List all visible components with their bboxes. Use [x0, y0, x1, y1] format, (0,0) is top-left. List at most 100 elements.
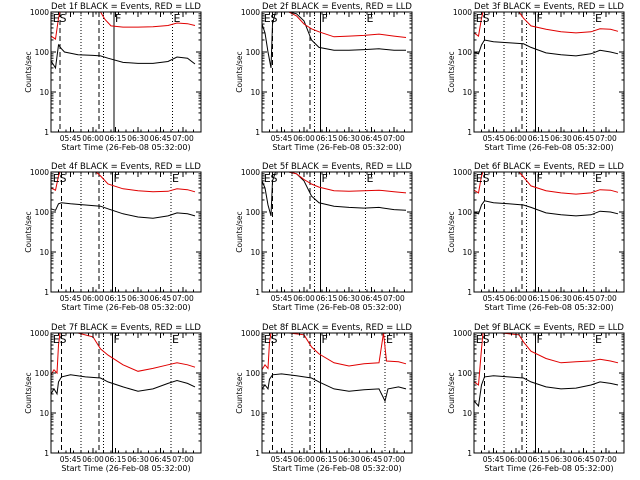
- x-tick-label: 06:00: [82, 294, 104, 303]
- x-axis-label: Start Time (26-Feb-08 05:32:00): [484, 143, 613, 152]
- y-tick-label: 1: [44, 288, 49, 297]
- x-tick-label: 06:30: [127, 134, 149, 143]
- y-axis-label: Counts/sec: [235, 372, 244, 413]
- y-tick-label: 10: [39, 409, 49, 418]
- y-tick-label: 10: [462, 409, 472, 418]
- x-tick-label: 06:15: [316, 455, 338, 464]
- y-tick-label: 1: [255, 449, 260, 458]
- y-tick-label: 10: [250, 88, 260, 97]
- y-axis-label: Counts/sec: [24, 211, 33, 252]
- y-tick-label: 100: [35, 369, 50, 378]
- x-tick-label: 05:45: [60, 455, 82, 464]
- x-tick-label: 07:00: [383, 455, 405, 464]
- segment-marker-e: E: [172, 333, 179, 346]
- y-tick-label: 10: [39, 248, 49, 257]
- plot-frame: [50, 332, 202, 454]
- x-tick-label: 06:45: [361, 455, 383, 464]
- segment-marker-f: F: [115, 12, 121, 25]
- x-axis-label: Start Time (26-Feb-08 05:32:00): [484, 303, 613, 312]
- y-axis-label: Counts/sec: [447, 372, 456, 413]
- segment-marker-s: S: [60, 12, 67, 25]
- y-tick-label: 1000: [30, 329, 49, 338]
- x-tick-label: 06:45: [150, 455, 172, 464]
- y-axis-label: Counts/sec: [24, 372, 33, 413]
- panel-title: Det 1f BLACK = Events, RED = LLD: [51, 2, 201, 12]
- x-tick-label: 07:00: [383, 134, 405, 143]
- x-tick-label: 06:30: [127, 294, 149, 303]
- events-rate-line: [473, 375, 619, 408]
- x-tick-label: 06:00: [505, 294, 527, 303]
- events-rate-line: [261, 373, 407, 403]
- x-tick-label: 06:15: [105, 294, 127, 303]
- x-tick-label: 07:00: [595, 294, 617, 303]
- detector-panel: Det 4f BLACK = Events, RED = LLD 1 10 100 10…: [24, 162, 202, 312]
- x-tick-label: 05:45: [483, 294, 505, 303]
- x-tick-label: 07:00: [595, 134, 617, 143]
- segment-marker-e: E: [53, 333, 60, 346]
- events-rate-line: [50, 43, 196, 70]
- x-tick-label: 06:30: [127, 455, 149, 464]
- segment-marker-e: E: [367, 12, 374, 25]
- segment-marker-f: F: [114, 172, 120, 185]
- events-rate-line: [473, 39, 619, 57]
- x-tick-label: 06:30: [550, 294, 572, 303]
- y-tick-label: 100: [246, 208, 261, 217]
- y-tick-label: 10: [462, 248, 472, 257]
- x-tick-label: 07:00: [172, 294, 194, 303]
- y-tick-label: 10: [250, 248, 260, 257]
- segment-marker-e: E: [476, 172, 483, 185]
- detector-panel: Det 1f BLACK = Events, RED = LLD 1 10 100 10…: [24, 2, 202, 152]
- x-tick-label: 06:30: [338, 455, 360, 464]
- segment-marker-f: F: [537, 12, 543, 25]
- x-tick-label: 07:00: [172, 455, 194, 464]
- y-tick-label: 100: [458, 369, 473, 378]
- panel-title: Det 7f BLACK = Events, RED = LLD: [51, 323, 201, 333]
- detector-panel: Det 6f BLACK = Events, RED = LLD 1 10 100 10…: [447, 162, 625, 312]
- x-tick-label: 06:45: [150, 134, 172, 143]
- x-tick-label: 05:45: [60, 294, 82, 303]
- lld-rate-line: [262, 11, 407, 38]
- segment-marker-e: E: [367, 172, 374, 185]
- y-tick-label: 1: [44, 128, 49, 137]
- lld-rate-line: [50, 332, 196, 376]
- x-tick-label: 05:45: [483, 455, 505, 464]
- y-tick-label: 1: [467, 128, 472, 137]
- x-tick-label: 06:00: [293, 455, 315, 464]
- segment-marker-e: E: [53, 12, 60, 25]
- detector-panel: Det 9f BLACK = Events, RED = LLD 1 10 100 10…: [447, 323, 625, 473]
- x-tick-label: 07:00: [383, 294, 405, 303]
- segment-marker-s: S: [271, 12, 278, 25]
- x-tick-label: 06:45: [573, 294, 595, 303]
- segment-marker-f: F: [537, 333, 543, 346]
- segment-marker-s: S: [271, 172, 278, 185]
- segment-marker-e: E: [264, 12, 271, 25]
- panel-title: Det 6f BLACK = Events, RED = LLD: [474, 162, 624, 172]
- y-tick-label: 100: [35, 208, 50, 217]
- y-tick-label: 100: [246, 369, 261, 378]
- y-tick-label: 1000: [453, 329, 472, 338]
- plot-frame: [261, 332, 413, 454]
- segment-marker-f: F: [322, 333, 328, 346]
- panel-title: Det 8f BLACK = Events, RED = LLD: [262, 323, 412, 333]
- y-axis-label: Counts/sec: [447, 51, 456, 92]
- y-tick-label: 1000: [453, 8, 472, 17]
- x-tick-label: 05:45: [483, 134, 505, 143]
- panel-title: Det 2f BLACK = Events, RED = LLD: [262, 2, 412, 12]
- events-rate-line: [50, 374, 196, 396]
- x-tick-label: 06:15: [528, 294, 550, 303]
- y-tick-label: 1: [255, 288, 260, 297]
- x-tick-label: 06:15: [105, 134, 127, 143]
- y-tick-label: 100: [458, 48, 473, 57]
- segment-marker-e: E: [174, 12, 181, 25]
- x-axis-label: Start Time (26-Feb-08 05:32:00): [61, 464, 190, 473]
- lld-rate-line: [473, 332, 619, 386]
- events-rate-line: [50, 202, 196, 219]
- segment-marker-s: S: [60, 333, 67, 346]
- x-tick-label: 06:00: [505, 455, 527, 464]
- x-tick-label: 06:15: [316, 134, 338, 143]
- x-tick-label: 05:45: [60, 134, 82, 143]
- lld-rate-line: [473, 11, 619, 37]
- y-axis-label: Counts/sec: [447, 211, 456, 252]
- lld-rate-line: [50, 11, 196, 40]
